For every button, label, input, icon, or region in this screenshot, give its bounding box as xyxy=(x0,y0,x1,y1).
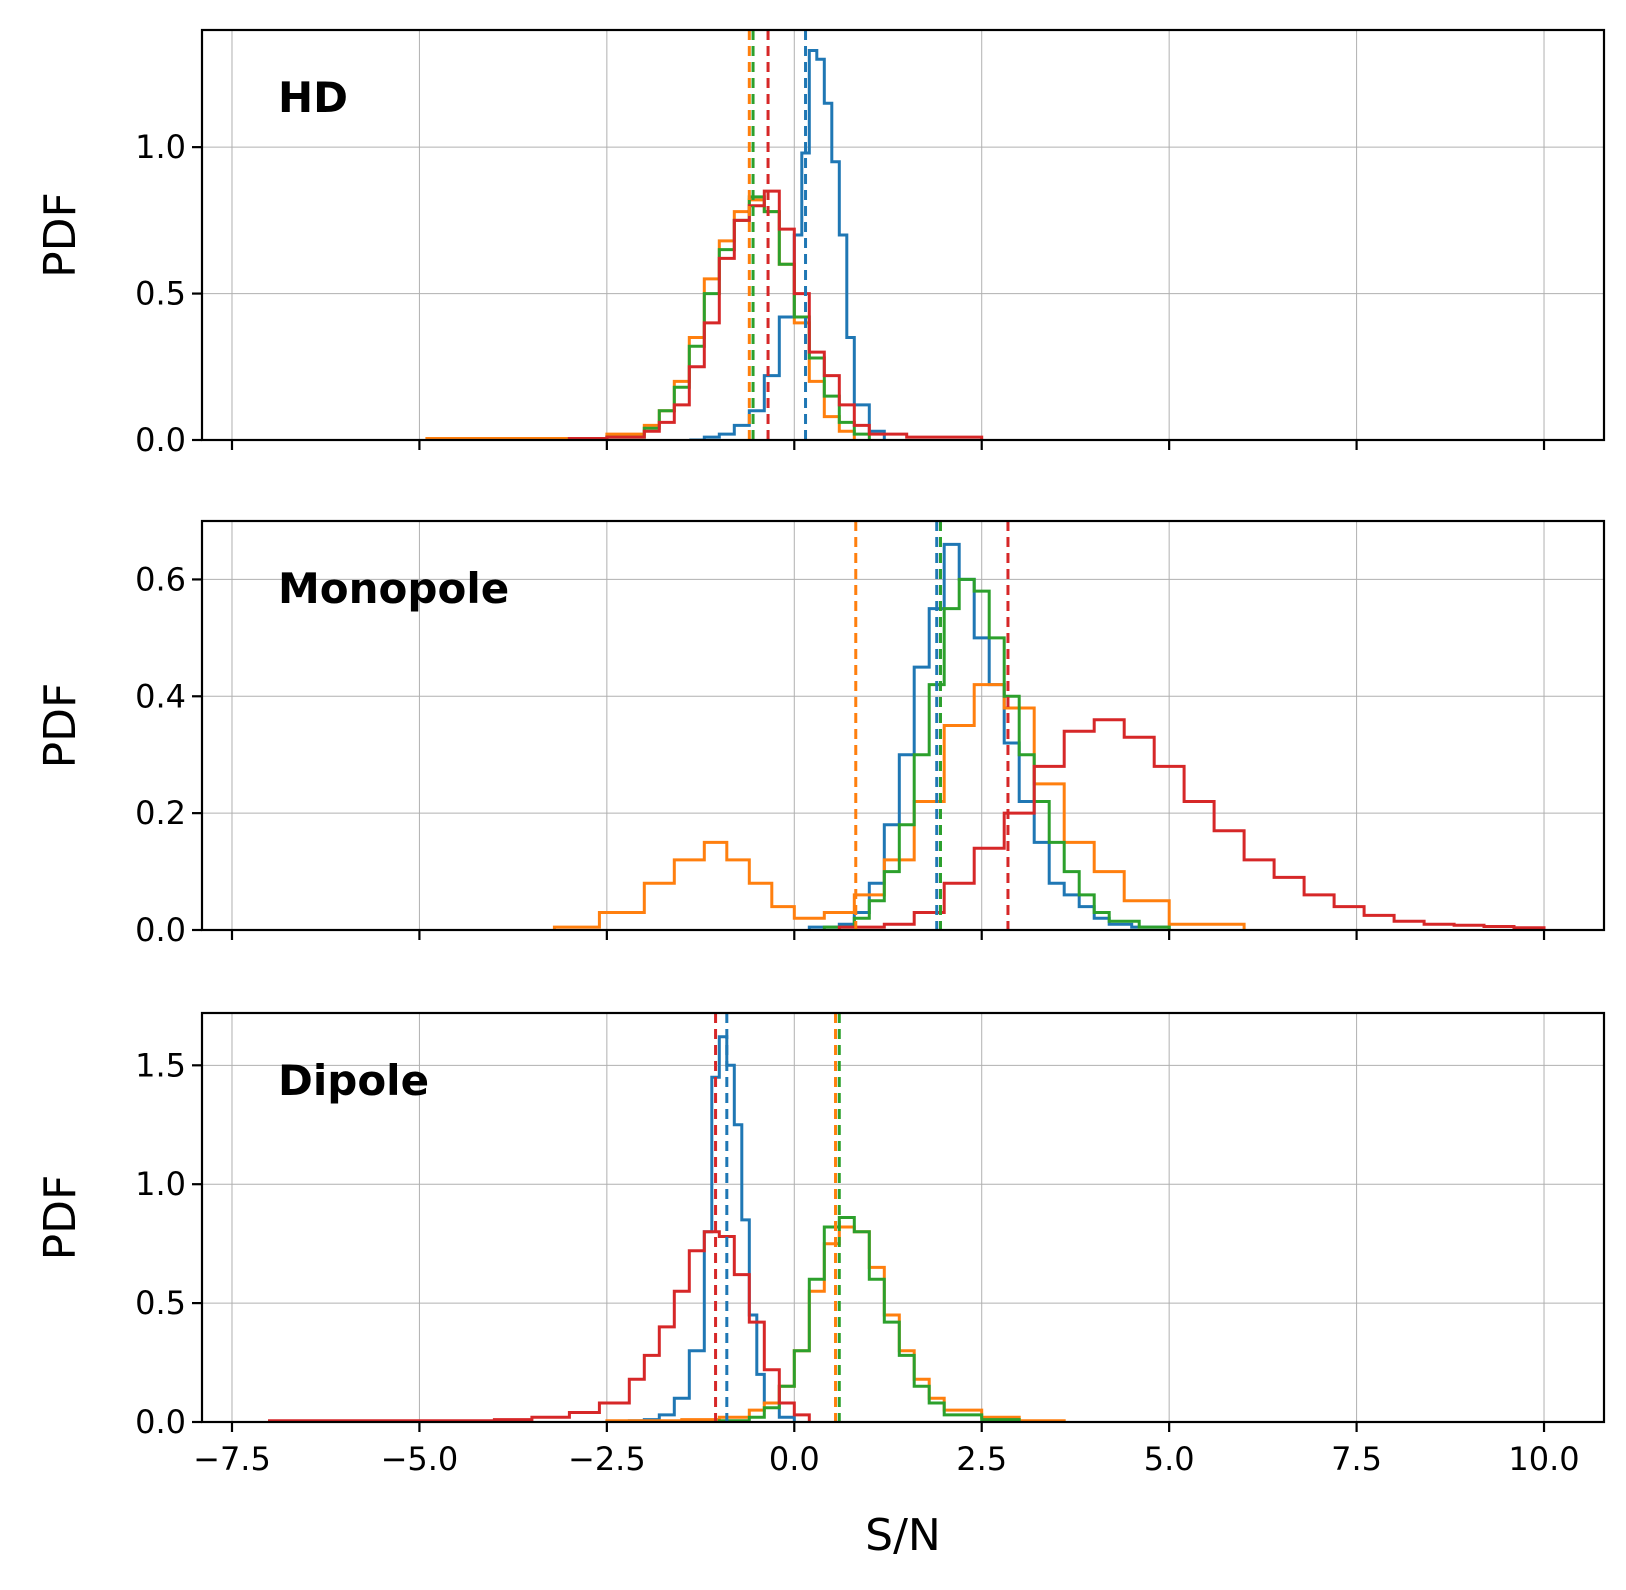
y-tick-label: 1.0 xyxy=(135,128,186,166)
panel-label: HD xyxy=(278,73,348,122)
y-axis-label: PDF xyxy=(35,1175,86,1261)
panel-hd: 0.0 0.5 1.0 PDF HD xyxy=(35,28,1606,459)
y-tick-label: 0.4 xyxy=(135,677,186,715)
y-tick-label: 0.0 xyxy=(135,911,186,949)
y-tick-label: 0.6 xyxy=(135,560,186,598)
x-tick-label: 5.0 xyxy=(1144,1440,1195,1478)
y-tick-label: 1.0 xyxy=(135,1165,186,1203)
panel-label: Dipole xyxy=(278,1056,429,1105)
y-axis-label: PDF xyxy=(35,192,86,278)
panel-frame xyxy=(200,519,1606,932)
x-tick-label: −7.5 xyxy=(193,1440,271,1478)
histogram-series-3 xyxy=(822,577,1171,930)
x-tick-label: −2.5 xyxy=(568,1440,646,1478)
y-tick-label: 0.0 xyxy=(135,1403,186,1441)
y-tick-label: 0.5 xyxy=(135,1284,186,1322)
panel-monopole: 0.0 0.2 0.4 0.6 PDF Monopole xyxy=(35,519,1606,949)
histogram-series-4 xyxy=(567,189,984,440)
panel-data xyxy=(268,1013,1066,1422)
y-tick-label: 1.5 xyxy=(135,1046,186,1084)
histogram-series-1 xyxy=(807,542,1171,930)
y-axis-label: PDF xyxy=(35,683,86,769)
histogram-series-2 xyxy=(552,683,1246,930)
panel-dipole: −7.5 −5.0 −2.5 0.0 2.5 5.0 7.5 10.0 0.0 0.5 1.0 1.5… xyxy=(35,1011,1606,1478)
histogram-series-2 xyxy=(425,198,856,440)
panel-data xyxy=(425,30,984,440)
panel-frame xyxy=(200,28,1606,442)
panel-frame xyxy=(200,1011,1606,1424)
x-tick-label: 10.0 xyxy=(1508,1440,1579,1478)
y-tick-label: 0.2 xyxy=(135,794,186,832)
histogram-series-1 xyxy=(627,1035,796,1422)
histogram-series-4 xyxy=(837,718,1546,930)
y-tick-label: 0.0 xyxy=(135,421,186,459)
panel-label: Monopole xyxy=(278,564,509,613)
histogram-series-4 xyxy=(268,1230,811,1422)
histogram-series-1 xyxy=(689,49,886,440)
panels-group: 0.0 0.5 1.0 PDF HD 0.0 0.2 0.4 0.6 PDF Monopole −7.… xyxy=(35,28,1606,1478)
x-tick-label: 7.5 xyxy=(1331,1440,1382,1478)
x-axis-label: S/N xyxy=(865,1510,941,1561)
x-tick-label: 0.0 xyxy=(769,1440,820,1478)
x-tick-label: 2.5 xyxy=(956,1440,1007,1478)
panel-data xyxy=(552,521,1546,930)
y-tick-label: 0.5 xyxy=(135,275,186,313)
x-tick-label: −5.0 xyxy=(381,1440,459,1478)
histogram-series-3 xyxy=(717,1216,1021,1422)
